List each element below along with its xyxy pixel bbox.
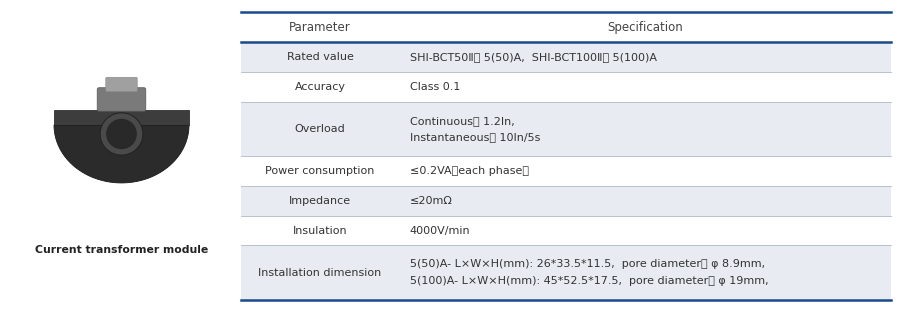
Text: ≤20mΩ: ≤20mΩ <box>410 196 453 206</box>
Polygon shape <box>54 109 189 125</box>
Text: 4000V/min: 4000V/min <box>410 226 470 235</box>
Text: Continuous： 1.2In,: Continuous： 1.2In, <box>410 116 514 126</box>
Text: Power consumption: Power consumption <box>266 166 374 176</box>
Bar <box>241 42 891 72</box>
Text: Overload: Overload <box>294 124 346 134</box>
Text: Specification: Specification <box>607 21 683 34</box>
Text: Installation dimension: Installation dimension <box>258 268 382 277</box>
Text: 5(50)A- L×W×H(mm): 26*33.5*11.5,  pore diameter： φ 8.9mm,: 5(50)A- L×W×H(mm): 26*33.5*11.5, pore di… <box>410 260 765 269</box>
Text: Class 0.1: Class 0.1 <box>410 82 460 92</box>
Text: 5(100)A- L×W×H(mm): 45*52.5*17.5,  pore diameter： φ 19mm,: 5(100)A- L×W×H(mm): 45*52.5*17.5, pore d… <box>410 276 768 286</box>
Circle shape <box>100 113 143 155</box>
Bar <box>241 186 891 216</box>
Circle shape <box>106 119 137 149</box>
FancyBboxPatch shape <box>106 77 137 92</box>
FancyBboxPatch shape <box>97 88 146 111</box>
Text: Parameter: Parameter <box>289 21 351 34</box>
Polygon shape <box>54 125 189 183</box>
Text: Insulation: Insulation <box>292 226 347 235</box>
Text: SHI-BCT50Ⅱ： 5(50)A,  SHI-BCT100Ⅱ： 5(100)A: SHI-BCT50Ⅱ： 5(50)A, SHI-BCT100Ⅱ： 5(100)A <box>410 52 656 62</box>
Text: Instantaneous： 10In/5s: Instantaneous： 10In/5s <box>410 132 540 142</box>
Bar <box>241 102 891 156</box>
Text: Accuracy: Accuracy <box>294 82 346 92</box>
Text: Current transformer module: Current transformer module <box>35 245 208 255</box>
Text: Rated value: Rated value <box>286 52 354 62</box>
Text: Impedance: Impedance <box>289 196 351 206</box>
Bar <box>241 245 891 300</box>
Text: ≤0.2VA（each phase）: ≤0.2VA（each phase） <box>410 166 528 176</box>
